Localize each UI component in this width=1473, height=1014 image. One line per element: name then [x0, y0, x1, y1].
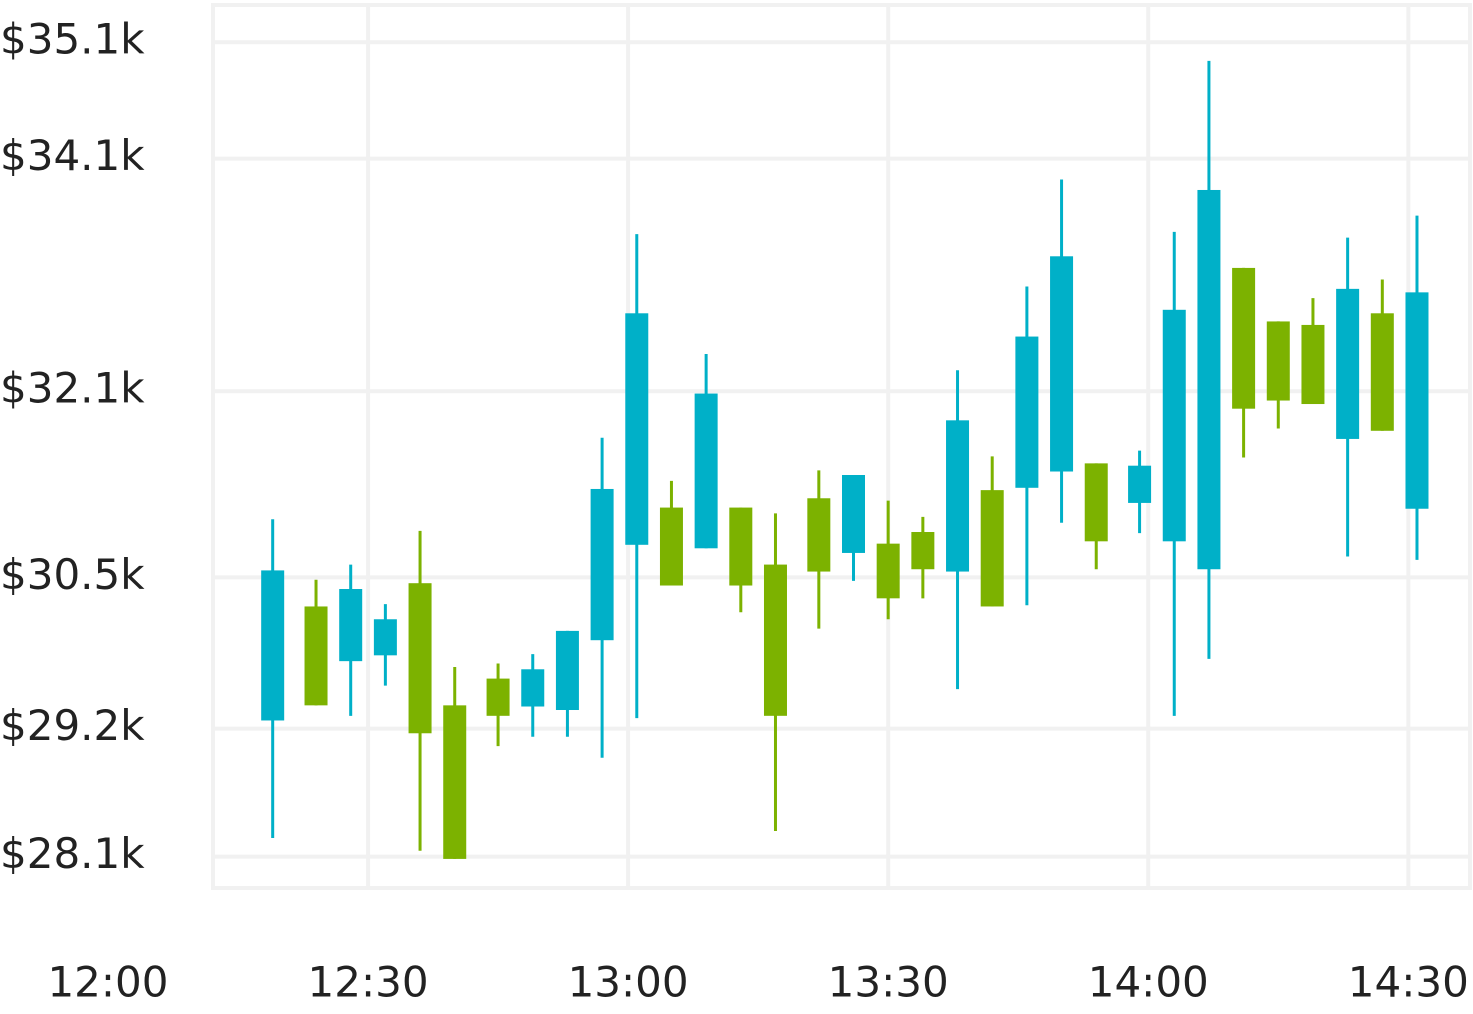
candle-body [1266, 321, 1290, 401]
candle-body [625, 313, 649, 545]
y-tick-label: $35.1k [0, 15, 145, 64]
y-tick-label: $28.1k [0, 829, 145, 878]
x-tick-label: 12:30 [308, 958, 429, 1007]
candle-body [1197, 189, 1221, 570]
candle-body [443, 705, 467, 859]
candle-body [1015, 336, 1039, 488]
candle-body [304, 606, 328, 706]
candle-body [261, 570, 285, 721]
candle-body [659, 507, 683, 586]
plot-frame [211, 3, 1472, 890]
candle-body [1084, 463, 1108, 542]
candle-body [1128, 465, 1152, 503]
candle-body [373, 619, 397, 656]
x-tick-label: 14:30 [1348, 958, 1469, 1007]
candle-body [729, 507, 753, 586]
candle-body [807, 498, 831, 572]
candle-body [911, 532, 935, 570]
y-tick-label: $34.1k [0, 131, 145, 180]
candle-body [1162, 309, 1186, 542]
y-tick-label: $29.2k [0, 701, 145, 750]
candle-body [694, 393, 718, 549]
candle-body [1336, 288, 1360, 439]
candle-body [842, 475, 866, 553]
candle-body [946, 420, 970, 572]
candle-body [486, 678, 510, 716]
x-tick-label: 13:30 [828, 958, 949, 1007]
candle-body [980, 490, 1004, 607]
candle-body [1405, 292, 1429, 509]
candle-body [339, 589, 363, 662]
y-tick-label: $32.1k [0, 364, 145, 413]
candle-body [763, 564, 787, 716]
candle-body [408, 583, 432, 734]
candle-body [1232, 267, 1256, 409]
candle-body [876, 543, 900, 599]
x-tick-label: 14:00 [1088, 958, 1209, 1007]
candle-body [555, 630, 579, 711]
x-tick-label: 12:00 [47, 958, 168, 1007]
y-tick-label: $30.5k [0, 550, 145, 599]
candle-body [1370, 313, 1394, 431]
candle-body [1301, 324, 1325, 405]
x-tick-label: 13:00 [568, 958, 689, 1007]
candle-body [521, 669, 545, 707]
candle-body [1050, 256, 1074, 472]
candle-body [590, 488, 614, 641]
